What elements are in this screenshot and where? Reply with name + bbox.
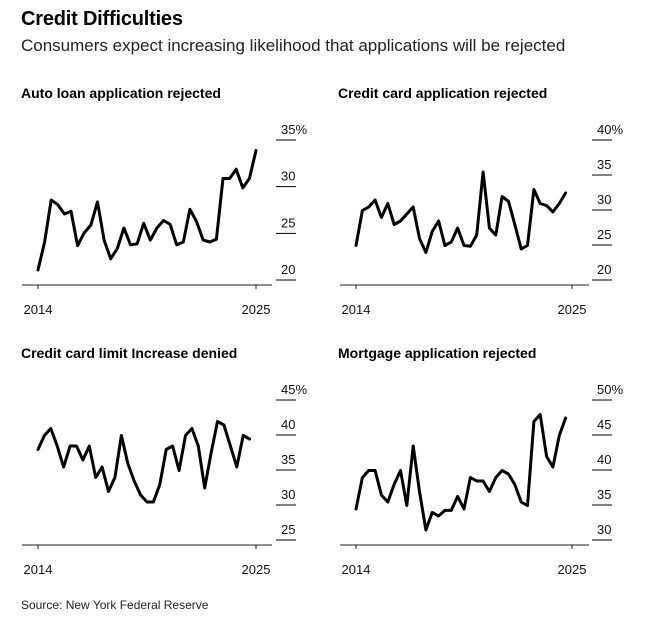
- x-tick-label: 2014: [24, 302, 53, 317]
- y-tick-label: 40: [281, 417, 295, 432]
- chart-panel-4: Mortgage application rejected 30 35 40 45 50%…: [338, 345, 623, 577]
- y-tick-label: 50%: [597, 382, 623, 397]
- y-tick-label: 30: [597, 522, 611, 537]
- panel-title: Credit card limit Increase denied: [21, 345, 237, 361]
- series-line: [36, 420, 252, 504]
- y-tick-label: 30: [281, 487, 295, 502]
- x-tick-label: 2025: [242, 302, 271, 317]
- source-note: Source: New York Federal Reserve: [21, 598, 209, 612]
- x-tick-label: 2025: [558, 302, 587, 317]
- y-tick-label: 30: [597, 192, 611, 207]
- y-tick-label: 25: [597, 227, 611, 242]
- y-tick-label: 35%: [281, 122, 307, 137]
- chart-subtitle: Consumers expect increasing likelihood t…: [21, 36, 566, 55]
- y-tick-label: 20: [597, 262, 611, 277]
- chart-title: Credit Difficulties: [21, 8, 183, 30]
- x-tick-label: 2025: [558, 562, 587, 577]
- chart-panel-3: Credit card limit Increase denied 25 30 35 4…: [21, 345, 307, 577]
- y-tick-label: 35: [597, 157, 611, 172]
- x-tick-label: 2025: [242, 562, 271, 577]
- y-tick-label: 25: [281, 522, 295, 537]
- x-tick-label: 2014: [24, 562, 53, 577]
- x-tick-label: 2014: [342, 302, 371, 317]
- y-tick-label: 25: [281, 215, 295, 230]
- y-tick-label: 35: [597, 487, 611, 502]
- panel-title: Credit card application rejected: [338, 85, 547, 101]
- panel-title: Mortgage application rejected: [338, 345, 536, 361]
- y-tick-label: 35: [281, 452, 295, 467]
- y-tick-label: 45: [597, 417, 611, 432]
- chart-panel-2: Credit card application rejected20253035…: [338, 85, 623, 317]
- y-tick-label: 40: [597, 452, 611, 467]
- chart-panel-1: Auto loan application rejected20253035%2…: [21, 85, 307, 317]
- panel-title: Auto loan application rejected: [21, 85, 221, 101]
- series-line: [354, 413, 568, 532]
- y-tick-label: 45%: [281, 382, 307, 397]
- y-tick-label: 40%: [597, 122, 623, 137]
- series-line: [36, 149, 258, 272]
- series-line: [354, 170, 568, 254]
- x-tick-label: 2014: [342, 562, 371, 577]
- y-tick-label: 20: [281, 262, 295, 277]
- y-tick-label: 30: [281, 169, 295, 184]
